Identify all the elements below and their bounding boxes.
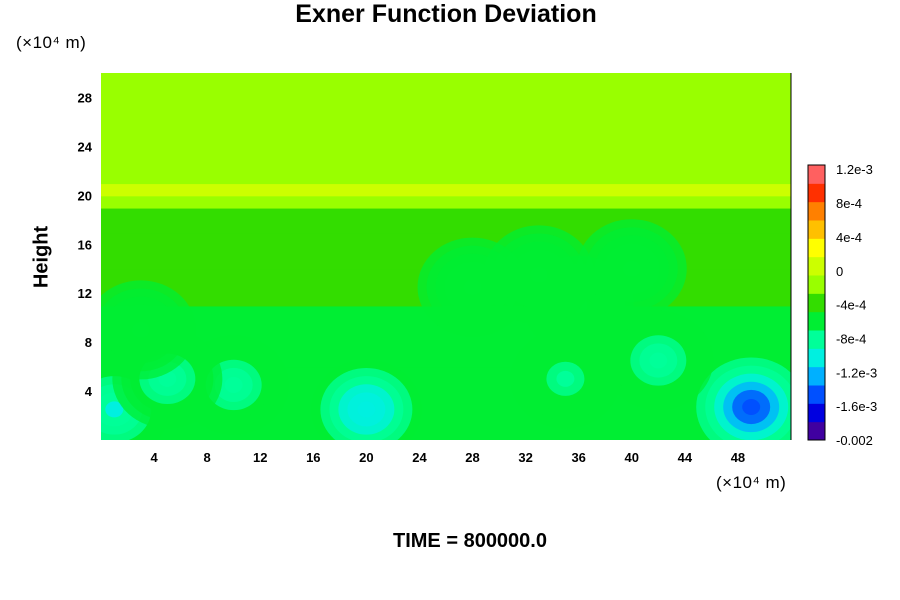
colorbar-tick-label: 8e-4 (836, 196, 862, 211)
field-band (101, 73, 791, 136)
field-anomaly-core (556, 370, 575, 387)
x-tick-label: 48 (731, 450, 745, 465)
colorbar-tick-label: -8e-4 (836, 331, 866, 346)
field-anomaly-core (649, 352, 668, 369)
y-axis-unit: (×10⁴ m) (16, 33, 87, 52)
x-tick-labels: 4 8 12 16 20 24 28 32 36 40 44 48 (150, 450, 745, 465)
x-tick-label: 32 (518, 450, 532, 465)
colorbar-segment (808, 421, 825, 441)
colorbar-segment (808, 256, 825, 276)
field-anomaly-core (463, 279, 482, 296)
x-tick-label: 36 (571, 450, 585, 465)
chart-title: Exner Function Deviation (295, 0, 597, 28)
colorbar-tick-label: 4e-4 (836, 230, 862, 245)
colorbar-segment (808, 311, 825, 331)
field-band (101, 158, 791, 185)
field-anomaly-core (529, 266, 548, 283)
field-anomaly-core (357, 401, 376, 418)
y-tick-label: 8 (85, 335, 92, 350)
colorbar-tick-label: 1.2e-3 (836, 162, 873, 177)
x-tick-label: 4 (150, 450, 158, 465)
field-anomaly-core (105, 401, 124, 418)
x-tick-label: 44 (678, 450, 693, 465)
colorbar-segment (808, 366, 825, 386)
field-band (101, 195, 791, 209)
colorbar-segment (808, 348, 825, 368)
colorbar-segment (808, 330, 825, 349)
x-axis-unit: (×10⁴ m) (716, 473, 787, 492)
x-tick-label: 12 (253, 450, 267, 465)
x-tick-label: 40 (625, 450, 639, 465)
field-anomaly-core (131, 321, 150, 338)
field-band (101, 183, 791, 197)
colorbar-tick-label: -1.6e-3 (836, 399, 877, 414)
y-tick-label: 28 (78, 90, 92, 105)
colorbar-segment (808, 293, 825, 313)
x-tick-label: 24 (412, 450, 427, 465)
y-tick-label: 12 (78, 286, 92, 301)
field-band (101, 134, 791, 160)
y-axis-label: Height (30, 225, 53, 289)
field-anomaly-core (742, 398, 761, 415)
x-tick-label: 16 (306, 450, 320, 465)
colorbar-tick-label: -0.002 (836, 433, 873, 448)
y-tick-label: 24 (78, 139, 93, 154)
colorbar-segment (808, 165, 825, 184)
colorbar-segment (808, 238, 825, 258)
contour-field (101, 73, 791, 440)
colorbar-segment (808, 220, 825, 239)
field-anomaly-core (224, 376, 243, 393)
field-anomaly-core (622, 260, 641, 277)
colorbar-tick-label: 0 (836, 264, 843, 279)
colorbar: 1.2e-3 8e-4 4e-4 0 -4e-4 -8e-4 -1.2e-3 -1.6e-3 -… (807, 162, 877, 448)
colorbar-segment (808, 385, 825, 404)
x-tick-label: 28 (465, 450, 479, 465)
x-tick-label: 8 (204, 450, 211, 465)
y-tick-label: 16 (78, 237, 92, 252)
y-tick-label: 20 (78, 188, 92, 203)
y-tick-labels: 4 8 12 16 20 24 28 (78, 90, 93, 399)
colorbar-tick-label: -4e-4 (836, 298, 866, 313)
colorbar-segment (808, 183, 825, 203)
colorbar-segment (808, 403, 825, 423)
y-tick-label: 4 (85, 384, 93, 399)
colorbar-segment (808, 275, 825, 294)
colorbar-tick-label: -1.2e-3 (836, 365, 877, 380)
field-band (101, 207, 791, 234)
x-tick-label: 20 (359, 450, 373, 465)
colorbar-segment (808, 201, 825, 221)
colorbar-border (807, 164, 826, 441)
time-label: TIME = 800000.0 (393, 530, 547, 552)
